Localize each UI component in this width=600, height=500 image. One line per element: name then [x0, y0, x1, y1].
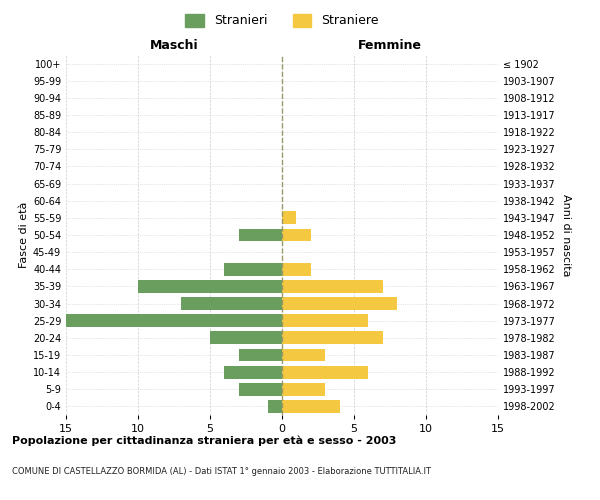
- Bar: [239, 348, 282, 362]
- Bar: [282, 263, 311, 276]
- Bar: [224, 366, 282, 378]
- Bar: [282, 280, 383, 293]
- Bar: [210, 332, 282, 344]
- Bar: [239, 228, 282, 241]
- Bar: [282, 383, 325, 396]
- Text: Popolazione per cittadinanza straniera per età e sesso - 2003: Popolazione per cittadinanza straniera p…: [12, 435, 397, 446]
- Bar: [138, 280, 282, 293]
- Y-axis label: Anni di nascita: Anni di nascita: [561, 194, 571, 276]
- Bar: [282, 228, 311, 241]
- Bar: [224, 263, 282, 276]
- Text: Maschi: Maschi: [149, 38, 199, 52]
- Bar: [282, 332, 383, 344]
- Bar: [181, 297, 282, 310]
- Bar: [268, 400, 282, 413]
- Bar: [282, 297, 397, 310]
- Bar: [66, 314, 282, 327]
- Bar: [282, 212, 296, 224]
- Bar: [282, 348, 325, 362]
- Legend: Stranieri, Straniere: Stranieri, Straniere: [180, 8, 384, 32]
- Bar: [282, 400, 340, 413]
- Bar: [282, 314, 368, 327]
- Bar: [282, 366, 368, 378]
- Text: COMUNE DI CASTELLAZZO BORMIDA (AL) - Dati ISTAT 1° gennaio 2003 - Elaborazione T: COMUNE DI CASTELLAZZO BORMIDA (AL) - Dat…: [12, 468, 431, 476]
- Text: Femmine: Femmine: [358, 38, 422, 52]
- Bar: [239, 383, 282, 396]
- Y-axis label: Fasce di età: Fasce di età: [19, 202, 29, 268]
